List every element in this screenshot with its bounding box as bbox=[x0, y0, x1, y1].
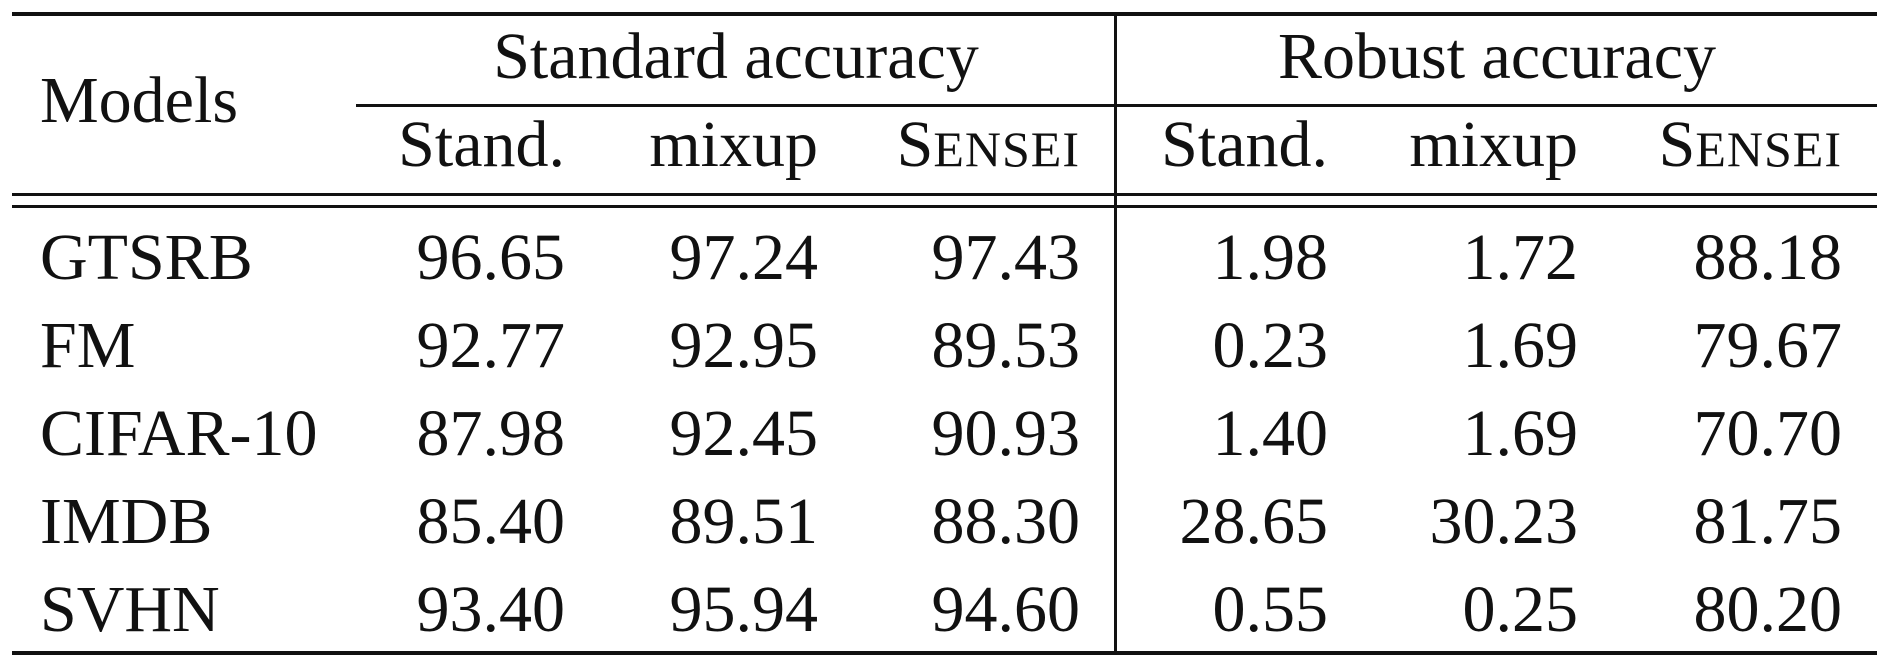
model-name: IMDB bbox=[40, 485, 213, 558]
value-cell: 96.65 bbox=[416, 221, 566, 294]
value-cell: 89.53 bbox=[931, 309, 1081, 382]
sub-column-header-smallcaps: ENSEI bbox=[1695, 121, 1842, 177]
model-name: FM bbox=[40, 309, 136, 382]
value-cell: 0.23 bbox=[1212, 309, 1329, 382]
sub-column-header-4: Stand. bbox=[1161, 108, 1328, 181]
bottom-rule bbox=[12, 651, 1877, 655]
value-cell: 87.98 bbox=[416, 397, 566, 470]
top-rule bbox=[12, 12, 1877, 16]
sub-column-header-5: mixup bbox=[1409, 108, 1578, 181]
value-cell: 90.93 bbox=[931, 397, 1081, 470]
sub-column-header-1: Stand. bbox=[398, 108, 565, 181]
models-header: Models bbox=[40, 64, 238, 137]
sub-column-header-cap: S bbox=[1658, 108, 1696, 181]
group-header-robust: Robust accuracy bbox=[1278, 20, 1716, 93]
value-cell: 94.60 bbox=[931, 573, 1081, 646]
value-cell: 93.40 bbox=[416, 573, 566, 646]
value-cell: 89.51 bbox=[669, 485, 819, 558]
value-cell: 92.45 bbox=[669, 397, 819, 470]
value-cell: 79.67 bbox=[1693, 309, 1843, 382]
sub-column-header-smallcaps: ENSEI bbox=[933, 121, 1080, 177]
value-cell: 88.18 bbox=[1693, 221, 1843, 294]
sub-column-header-6: SENSEI bbox=[1612, 112, 1842, 178]
value-cell: 85.40 bbox=[416, 485, 566, 558]
value-cell: 28.65 bbox=[1179, 485, 1329, 558]
value-cell: 92.77 bbox=[416, 309, 566, 382]
group-underline-robust bbox=[1116, 104, 1877, 107]
value-cell: 1.40 bbox=[1212, 397, 1329, 470]
value-cell: 80.20 bbox=[1693, 573, 1843, 646]
value-cell: 88.30 bbox=[931, 485, 1081, 558]
sub-column-header-2: mixup bbox=[649, 108, 818, 181]
value-cell: 95.94 bbox=[669, 573, 819, 646]
value-cell: 1.69 bbox=[1462, 309, 1579, 382]
group-divider bbox=[1114, 16, 1117, 651]
header-rule-upper bbox=[12, 193, 1877, 196]
value-cell: 97.24 bbox=[669, 221, 819, 294]
value-cell: 30.23 bbox=[1429, 485, 1579, 558]
value-cell: 92.95 bbox=[669, 309, 819, 382]
value-cell: 0.25 bbox=[1462, 573, 1579, 646]
model-name: GTSRB bbox=[40, 221, 253, 294]
model-name: SVHN bbox=[40, 573, 220, 646]
group-underline-standard bbox=[356, 104, 1116, 107]
value-cell: 0.55 bbox=[1212, 573, 1329, 646]
value-cell: 1.72 bbox=[1462, 221, 1579, 294]
sub-column-header-3: SENSEI bbox=[850, 112, 1080, 178]
sub-column-header-cap: S bbox=[896, 108, 934, 181]
header-rule-lower bbox=[12, 205, 1877, 208]
value-cell: 97.43 bbox=[931, 221, 1081, 294]
value-cell: 70.70 bbox=[1693, 397, 1843, 470]
value-cell: 1.69 bbox=[1462, 397, 1579, 470]
value-cell: 1.98 bbox=[1212, 221, 1329, 294]
group-header-standard: Standard accuracy bbox=[493, 20, 979, 93]
value-cell: 81.75 bbox=[1693, 485, 1843, 558]
model-name: CIFAR-10 bbox=[40, 397, 318, 470]
